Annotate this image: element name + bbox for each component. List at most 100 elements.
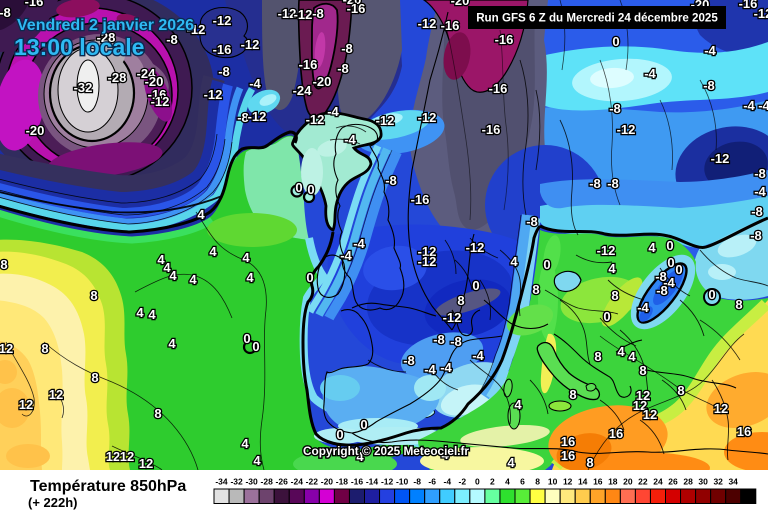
svg-text:12: 12	[714, 401, 728, 416]
svg-text:2: 2	[490, 477, 495, 487]
svg-text:-12: -12	[187, 22, 206, 37]
svg-text:4: 4	[189, 272, 197, 287]
svg-text:0: 0	[336, 427, 343, 442]
svg-text:-4: -4	[743, 98, 755, 113]
svg-text:4: 4	[648, 240, 656, 255]
svg-text:4: 4	[617, 344, 625, 359]
svg-text:-16: -16	[739, 0, 758, 11]
svg-text:8: 8	[586, 455, 593, 470]
svg-text:-8: -8	[312, 6, 324, 21]
svg-text:0: 0	[252, 339, 259, 354]
svg-text:4: 4	[209, 244, 217, 259]
svg-text:0: 0	[475, 477, 480, 487]
svg-text:-4: -4	[444, 477, 452, 487]
svg-text:-12: -12	[204, 87, 223, 102]
svg-text:-20: -20	[145, 74, 164, 89]
svg-text:-12: -12	[294, 7, 313, 22]
svg-text:-4: -4	[327, 104, 339, 119]
svg-text:34: 34	[728, 477, 738, 487]
svg-text:-4: -4	[249, 76, 261, 91]
svg-text:Vendredi 2 janvier 2026: Vendredi 2 janvier 2026	[17, 17, 194, 34]
svg-text:8: 8	[677, 383, 684, 398]
svg-text:0: 0	[667, 255, 674, 270]
svg-text:-12: -12	[306, 112, 325, 127]
svg-text:-12: -12	[381, 477, 394, 487]
svg-text:-4: -4	[644, 66, 656, 81]
svg-text:8: 8	[91, 370, 98, 385]
svg-text:-8: -8	[403, 353, 415, 368]
svg-text:4: 4	[136, 305, 144, 320]
svg-text:-8: -8	[433, 332, 445, 347]
svg-text:-12: -12	[278, 6, 297, 21]
svg-text:-22: -22	[306, 477, 319, 487]
svg-text:-12: -12	[418, 244, 437, 259]
svg-text:-32: -32	[230, 477, 243, 487]
svg-text:8: 8	[457, 293, 464, 308]
svg-text:32: 32	[713, 477, 723, 487]
svg-text:-12: -12	[248, 109, 267, 124]
svg-text:-12: -12	[597, 243, 616, 258]
svg-text:4: 4	[441, 447, 449, 462]
svg-text:8: 8	[90, 288, 97, 303]
svg-text:4: 4	[148, 307, 156, 322]
svg-text:0: 0	[307, 182, 314, 197]
svg-text:Run GFS 6 Z du Mercredi 24 déc: Run GFS 6 Z du Mercredi 24 décembre 2025	[476, 12, 718, 25]
svg-text:-4: -4	[704, 43, 716, 58]
svg-text:-8: -8	[218, 64, 230, 79]
svg-text:-32: -32	[74, 80, 93, 95]
svg-text:-8: -8	[337, 61, 349, 76]
svg-text:Température 850hPa: Température 850hPa	[30, 478, 186, 495]
svg-text:-2: -2	[459, 477, 467, 487]
svg-text:8: 8	[611, 288, 618, 303]
svg-text:16: 16	[561, 434, 575, 449]
svg-text:4: 4	[510, 254, 518, 269]
svg-text:-18: -18	[336, 477, 349, 487]
svg-text:-10: -10	[396, 477, 409, 487]
svg-text:-16: -16	[482, 122, 501, 137]
svg-text:20: 20	[623, 477, 633, 487]
svg-text:4: 4	[157, 252, 165, 267]
svg-text:-4: -4	[340, 248, 352, 263]
svg-text:14: 14	[578, 477, 588, 487]
svg-text:-12: -12	[418, 16, 437, 31]
svg-text:8: 8	[639, 363, 646, 378]
svg-text:16: 16	[593, 477, 603, 487]
svg-text:-12: -12	[711, 151, 730, 166]
svg-text:-8: -8	[166, 32, 178, 47]
svg-text:12: 12	[49, 387, 63, 402]
svg-text:8: 8	[41, 341, 48, 356]
svg-text:8: 8	[535, 477, 540, 487]
svg-text:-12: -12	[213, 13, 232, 28]
svg-text:8: 8	[0, 257, 7, 272]
svg-text:-8: -8	[607, 176, 619, 191]
svg-text:0: 0	[543, 257, 550, 272]
svg-text:-8: -8	[413, 477, 421, 487]
svg-text:22: 22	[638, 477, 648, 487]
svg-text:4: 4	[628, 349, 636, 364]
svg-text:-16: -16	[25, 0, 44, 9]
svg-text:-12: -12	[443, 310, 462, 325]
svg-text:12: 12	[120, 449, 134, 464]
svg-text:-4: -4	[353, 236, 365, 251]
svg-text:4: 4	[197, 207, 205, 222]
svg-text:0: 0	[603, 309, 610, 324]
svg-text:13:00 locale: 13:00 locale	[14, 34, 144, 60]
svg-text:-20: -20	[26, 123, 45, 138]
svg-text:-8: -8	[703, 78, 715, 93]
svg-text:4: 4	[163, 260, 171, 275]
svg-text:8: 8	[735, 297, 742, 312]
svg-text:-24: -24	[293, 83, 313, 98]
svg-text:0: 0	[708, 287, 715, 302]
svg-text:26: 26	[668, 477, 678, 487]
svg-text:-16: -16	[347, 1, 366, 16]
svg-text:-8: -8	[450, 334, 462, 349]
svg-text:-34: -34	[215, 477, 228, 487]
svg-text:-16: -16	[351, 477, 364, 487]
svg-text:4: 4	[169, 268, 177, 283]
svg-text:18: 18	[608, 477, 618, 487]
svg-text:-4: -4	[754, 184, 766, 199]
svg-text:10: 10	[548, 477, 558, 487]
svg-text:-8: -8	[750, 228, 762, 243]
svg-text:-16: -16	[489, 81, 508, 96]
svg-text:-16: -16	[495, 32, 514, 47]
